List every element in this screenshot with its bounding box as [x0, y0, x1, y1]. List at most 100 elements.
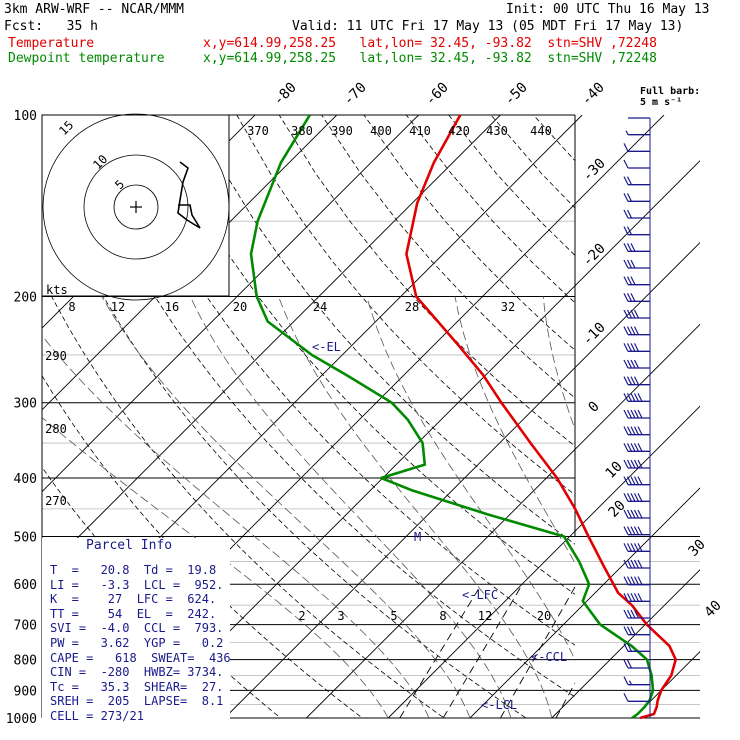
wind-barb-flag — [630, 493, 636, 502]
pressure-label: 300 — [14, 397, 37, 412]
wind-barb — [623, 493, 650, 502]
dewpoint-curve — [249, 114, 655, 720]
dry-adiabat-line — [236, 115, 575, 496]
wind-barb-flag — [630, 309, 636, 319]
wind-barb — [623, 426, 650, 436]
wind-barb — [623, 543, 650, 552]
temperature-legend: Temperature — [8, 36, 95, 51]
wind-barb-flag — [623, 293, 629, 302]
wind-barb-flag — [637, 593, 643, 602]
wind-barb — [623, 559, 650, 569]
wind-barb-flag — [630, 259, 636, 269]
parcel-row: CELL = 273/21 — [50, 709, 144, 723]
isotherm-label: -60 — [423, 80, 452, 109]
barb-legend-label: Full barb: — [640, 86, 700, 97]
wind-barb-flag — [633, 543, 640, 552]
wind-barb — [623, 693, 650, 702]
parcel-row: SVI = -4.0 CCL = 793. — [50, 621, 224, 636]
isotherm-line — [551, 569, 700, 718]
wind-barb-flag — [637, 526, 643, 535]
wind-barb-flag — [626, 593, 633, 602]
wind-barb-flag — [630, 443, 636, 452]
wind-barb-flag — [623, 326, 629, 335]
wind-barb-flag — [623, 609, 629, 619]
wind-barb-flag — [623, 176, 629, 185]
wind-barb-flag — [623, 209, 629, 219]
pressure-label: 500 — [14, 530, 37, 545]
lfc-annotation: <-LFC — [462, 588, 498, 602]
wind-barb-flag — [630, 393, 636, 402]
wind-barb-flag — [623, 376, 629, 385]
wind-barb — [623, 476, 650, 486]
wind-barb-flag — [630, 326, 636, 335]
wind-barb-flag — [623, 459, 629, 469]
forecast-hour: Fcst: 35 h — [4, 19, 98, 34]
theta-label: 410 — [409, 124, 431, 138]
wind-barb — [623, 143, 650, 152]
wind-barb-flag — [626, 559, 633, 569]
wind-barb-flag — [623, 493, 629, 502]
wind-barb-flag — [626, 243, 633, 252]
wind-barb-flag — [630, 576, 636, 585]
valid-time: Valid: 11 UTC Fri 17 May 13 (05 MDT Fri … — [292, 19, 684, 34]
dry-adiabat-line — [448, 115, 575, 256]
wind-barb-flag — [623, 526, 629, 535]
isotherm-label: 30 — [686, 537, 709, 560]
speed-tick-label: 8 — [68, 300, 75, 314]
speed-tick-label: 24 — [313, 300, 327, 314]
moist-adiabat-line — [718, 297, 740, 719]
wind-barb-flag — [630, 626, 636, 635]
theta-label: 280 — [45, 422, 67, 436]
wind-barb-flag — [623, 576, 629, 585]
wind-barb-flag — [633, 326, 640, 335]
wind-barb-flag — [630, 593, 636, 602]
isotherm-line — [387, 405, 700, 718]
dry-adiabat-line — [42, 276, 445, 718]
isotherm-line — [306, 323, 700, 718]
wind-barb-flag — [623, 409, 629, 419]
wind-barb-flag — [630, 559, 636, 569]
isotherm-line — [142, 160, 700, 718]
dry-adiabat-line — [576, 115, 740, 731]
wind-barb-flag — [633, 443, 640, 452]
isotherm-line — [0, 115, 10, 718]
wind-barb — [623, 576, 650, 586]
wind-barb-flag — [623, 676, 629, 685]
wind-barb-flag — [633, 343, 640, 352]
dewpoint-legend: Dewpoint temperature — [8, 51, 165, 66]
dewpoint-location: x,y=614.99,258.25 lat,lon= 32.45, -93.82… — [203, 51, 657, 66]
wind-barb-flag — [633, 576, 640, 585]
theta-label: 380 — [291, 124, 313, 138]
wind-barb-flag — [623, 443, 629, 452]
isotherm-label: -40 — [579, 80, 608, 109]
hodograph-units-label: kts — [46, 283, 68, 297]
wind-barb — [623, 509, 650, 519]
hodograph-ring — [113, 184, 159, 230]
wind-barb-flag — [626, 359, 633, 369]
dry-adiabat-line — [703, 115, 740, 731]
wind-barb-flag — [633, 593, 640, 602]
wind-barb-flag — [637, 409, 643, 419]
moist-adiabat-line — [454, 296, 575, 564]
wind-barb-flag — [633, 459, 640, 469]
wind-barb — [623, 526, 650, 536]
pressure-label: 700 — [14, 619, 37, 634]
ccl-annotation: <-CCL — [531, 650, 567, 664]
mixing-ratio-label: 2 — [298, 609, 305, 623]
wind-barb — [625, 130, 650, 136]
wind-barb-flag — [630, 293, 636, 302]
hodograph-trace — [177, 161, 201, 229]
parcel-row: CAPE = 618 SWEAT= 436 — [50, 650, 231, 665]
isotherm-label: 40 — [702, 598, 725, 621]
pressure-label: 100 — [14, 109, 37, 124]
parcel-row: Tc = 35.3 SHEAR= 27. — [50, 679, 224, 694]
moist-adiabat-line — [189, 296, 512, 718]
wind-barb — [623, 609, 650, 619]
wind-barb-flag — [637, 476, 643, 485]
hodograph-ring — [83, 154, 189, 260]
wind-barb-flag — [633, 376, 640, 385]
pressure-label: 900 — [14, 684, 37, 699]
theta-label: 400 — [370, 124, 392, 138]
isotherm-label: 10 — [603, 459, 626, 482]
